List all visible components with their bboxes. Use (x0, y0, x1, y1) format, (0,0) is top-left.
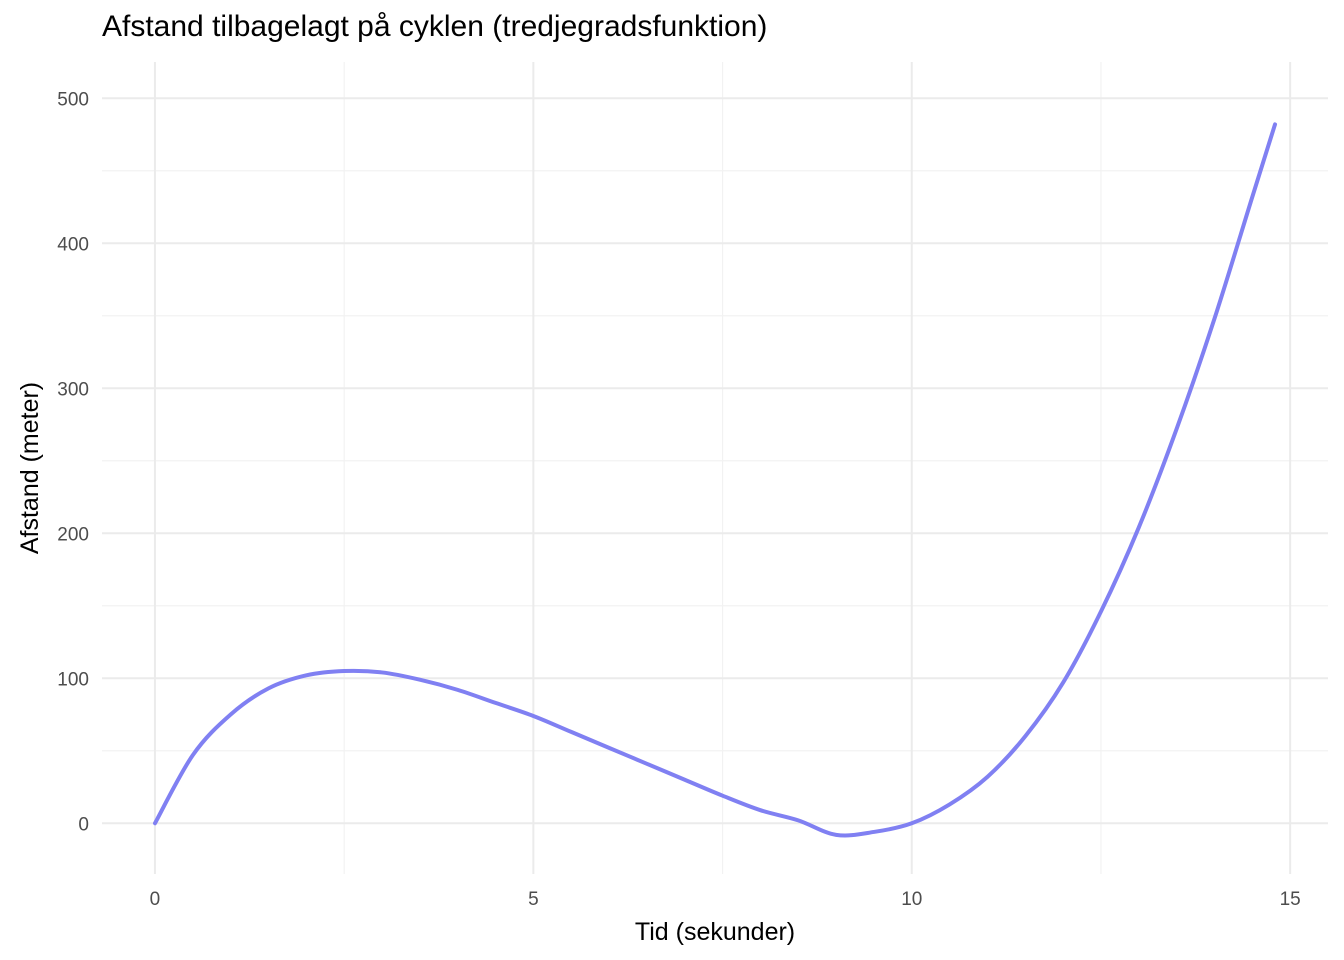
chart-title: Afstand tilbagelagt på cyklen (tredjegra… (102, 10, 768, 43)
series-layer (152, 122, 1278, 838)
y-axis-title: Afstand (meter) (16, 382, 44, 554)
y-tick-label: 100 (57, 669, 89, 690)
distance-curve (152, 122, 1278, 838)
x-tick-label: 0 (150, 889, 161, 910)
y-tick-label: 300 (57, 379, 89, 400)
y-tick-label: 0 (78, 814, 89, 835)
x-axis-title: Tid (sekunder) (635, 918, 795, 946)
x-tick-label: 10 (901, 889, 922, 910)
y-tick-label: 200 (57, 524, 89, 545)
y-tick-label: 500 (57, 89, 89, 110)
x-tick-label: 5 (528, 889, 539, 910)
y-tick-label: 400 (57, 234, 89, 255)
tick-labels: 0 5 10 15 0 100 200 300 400 500 (57, 89, 1300, 910)
x-tick-label: 15 (1280, 889, 1301, 910)
grid (102, 62, 1328, 874)
